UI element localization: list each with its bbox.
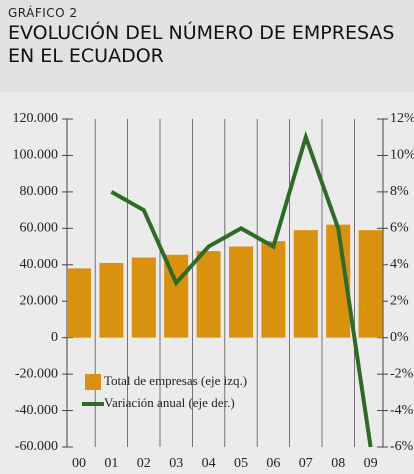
y-tick-label: -60.000 [15,439,58,454]
y2-tick-label: 0% [390,330,409,345]
bar [131,257,156,338]
kicker: GRÁFICO 2 [8,6,78,20]
y-tick-label: 20.000 [20,293,59,308]
y2-tick-label: -4% [390,403,414,418]
chart: -60.000 -40.000 -20.000 0 20.000 40.000 60.000… [0,92,414,474]
bar [196,251,221,338]
x-tick-label: 08 [331,456,345,471]
legend-label: Total de empresas (eje izq.) [104,373,247,388]
header: GRÁFICO 2 EVOLUCIÓN DEL NÚMERO DE EMPRES… [0,0,414,92]
line [110,130,373,448]
bar [293,230,318,338]
legend-swatch [85,374,101,390]
y-tick-label: 0 [51,330,58,345]
bar [229,246,253,338]
legend-label: Variación anual (eje der.) [104,395,235,410]
x-tick-label: 09 [364,456,378,471]
y2-tick-label: 4% [390,257,409,272]
bar [99,262,124,338]
y-tick-label: 100.000 [13,148,59,163]
y-tick-label: -40.000 [15,403,58,418]
x-tick-label: 00 [72,456,86,471]
y-tick-label: 80.000 [20,184,59,199]
bar [261,241,286,338]
y2-tick-label: -2% [390,366,414,381]
x-tick-label: 03 [169,456,183,471]
y2-tick-label: -6% [390,439,414,454]
chart-title: EVOLUCIÓN DEL NÚMERO DE EMPRESAS EN EL E… [8,22,395,67]
x-tick-label: 05 [234,456,248,471]
y-tick-label: -20.000 [15,366,58,381]
bar [358,230,383,338]
x-tick-label: 07 [299,456,313,471]
y2-tick-label: 10% [390,148,414,163]
bar [67,268,91,338]
x-tick-label: 04 [202,456,216,471]
x-tick-label: 06 [266,456,280,471]
y2-tick-label: 2% [390,293,409,308]
y2-tick-label: 8% [390,184,409,199]
y-tick-label: 60.000 [20,221,59,236]
y2-tick-label: 12% [390,111,414,126]
x-tick-label: 01 [104,456,118,471]
y-tick-label: 120.000 [13,111,59,126]
y-tick-label: 40.000 [20,257,59,272]
y2-tick-label: 6% [390,221,409,236]
x-tick-label: 02 [137,456,151,471]
